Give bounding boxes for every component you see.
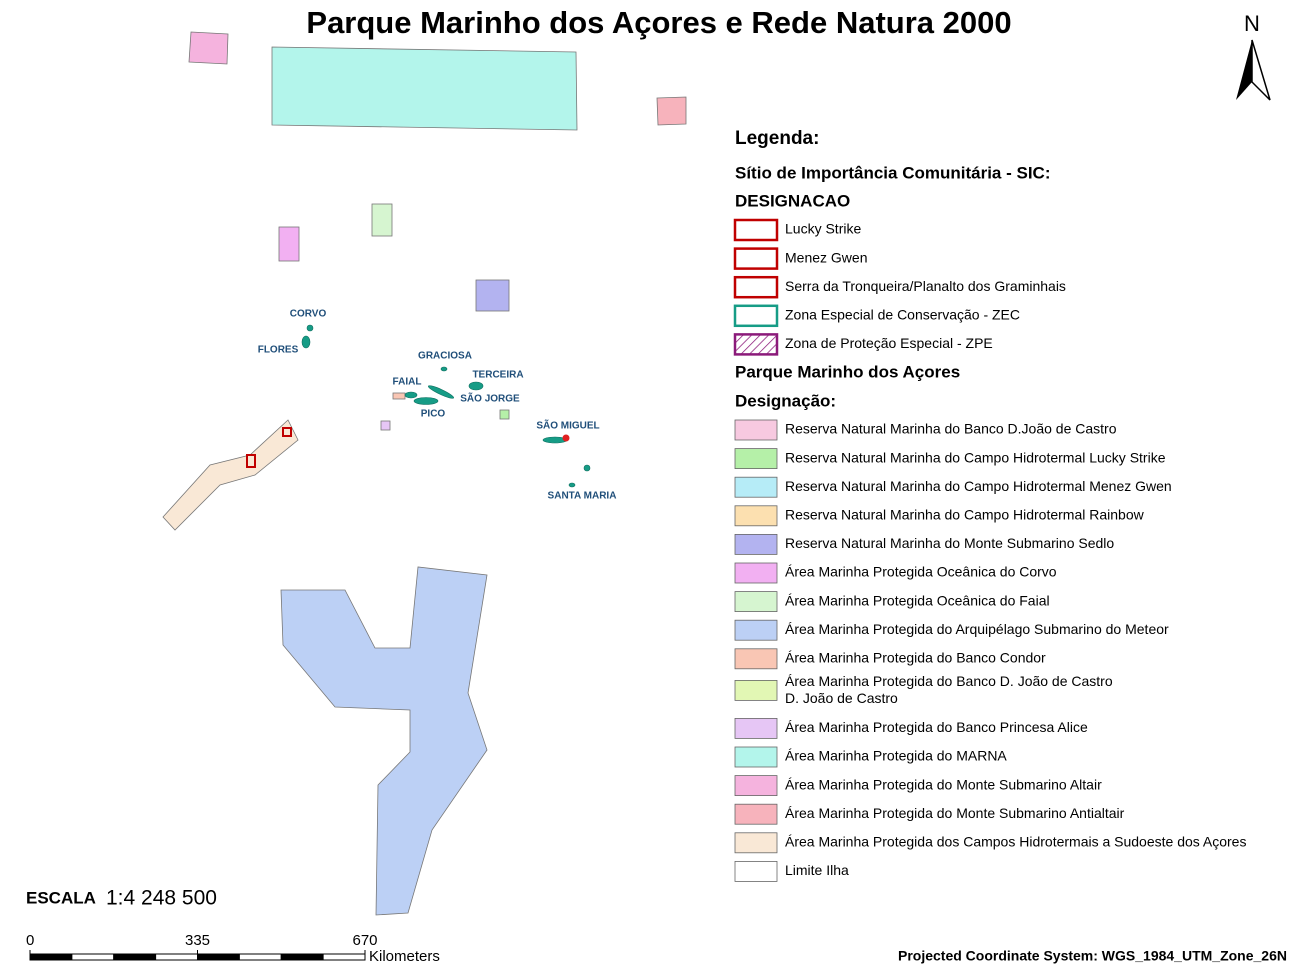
area-antialtair xyxy=(656,96,687,126)
legend-swatch xyxy=(734,476,778,498)
legend-label: Reserva Natural Marinha do Monte Submari… xyxy=(785,535,1114,551)
legend-label: Zona Especial de Conservação - ZEC xyxy=(785,307,1020,323)
map-areas xyxy=(162,31,687,916)
area-corvo xyxy=(278,226,300,262)
scale-segment xyxy=(155,953,198,961)
legend-heading: Sítio de Importância Comunitária - SIC: xyxy=(735,163,1050,182)
legend-label: Área Marinha Protegida do MARNA xyxy=(785,748,1007,764)
scale-label: ESCALA xyxy=(26,888,96,907)
scale-segment xyxy=(197,953,240,961)
area-faial xyxy=(371,203,393,237)
legend-label: Lucky Strike xyxy=(785,221,861,237)
legend-label: Reserva Natural Marinha do Campo Hidrote… xyxy=(785,478,1172,494)
legend-swatch xyxy=(734,505,778,527)
area-campos-sudoeste xyxy=(162,419,299,531)
legend-label: Área Marinha Protegida Oceânica do Corvo xyxy=(785,564,1057,580)
area-sedlo xyxy=(475,279,510,312)
legend-label: Área Marinha Protegida do Banco D. João … xyxy=(785,673,1113,689)
scale-ratio: 1:4 248 500 xyxy=(106,887,217,910)
legend-heading: Designação: xyxy=(735,391,836,410)
scale-segment xyxy=(322,953,366,961)
legend-label: Reserva Natural Marinha do Campo Hidrote… xyxy=(785,507,1145,523)
sic-site xyxy=(282,427,292,437)
sic-site xyxy=(246,454,256,468)
legend-label: Reserva Natural Marinha do Campo Hidrote… xyxy=(785,449,1166,465)
projection: Projected Coordinate System: WGS_1984_UT… xyxy=(898,948,1287,964)
island-label: PICO xyxy=(421,409,446,420)
scale-tick-label: 335 xyxy=(185,932,210,949)
legend-swatch xyxy=(734,832,778,854)
legend-swatch xyxy=(734,861,778,882)
scale-segment xyxy=(238,953,282,961)
islands xyxy=(301,324,591,488)
area-lucky-strike xyxy=(499,409,510,420)
legend-swatch xyxy=(733,333,779,356)
legend-label: Menez Gwen xyxy=(785,249,867,265)
island-label: SÃO JORGE xyxy=(460,392,520,405)
island-label: FLORES xyxy=(258,345,299,356)
island-label: GRACIOSA xyxy=(418,351,472,362)
legend-swatch xyxy=(734,448,778,470)
legend-swatch xyxy=(734,619,778,641)
legend-swatch xyxy=(733,304,779,328)
area-altair xyxy=(188,31,229,65)
scale-segment xyxy=(71,953,115,961)
north-arrow xyxy=(1236,39,1271,101)
legend-label: Área Marinha Protegida do Arquipélago Su… xyxy=(785,621,1169,637)
scale-segment xyxy=(29,953,73,961)
legend-heading: DESIGNACAO xyxy=(735,191,850,210)
legend-swatch xyxy=(734,803,778,825)
island-label: CORVO xyxy=(290,309,327,320)
area-meteor xyxy=(280,566,488,916)
legend-label: Área Marinha Protegida do Monte Submarin… xyxy=(785,805,1125,821)
area-princesa-alice xyxy=(380,420,391,431)
legend-swatch xyxy=(733,247,779,270)
legend-swatch xyxy=(734,648,778,670)
legend-label: D. João de Castro xyxy=(785,690,898,706)
legend-label: Área Marinha Protegida do Banco Princesa… xyxy=(785,719,1088,735)
legend-label: Área Marinha Protegida do Monte Submarin… xyxy=(785,776,1102,792)
legend-swatch xyxy=(734,419,778,441)
legend-label: Serra da Tronqueira/Planalto dos Graminh… xyxy=(785,278,1066,294)
island-label: TERCEIRA xyxy=(472,370,523,381)
scale-tick-label: 0 xyxy=(26,932,34,949)
legend-label: Área Marinha Protegida Oceânica do Faial xyxy=(785,592,1050,608)
legend-swatch xyxy=(734,680,778,701)
legend-swatch xyxy=(734,775,778,796)
legend-swatch xyxy=(734,746,778,768)
legend-swatch xyxy=(733,275,779,299)
north-label: N xyxy=(1244,11,1260,36)
legend-label: Reserva Natural Marinha do Banco D.João … xyxy=(785,421,1117,437)
legend-swatch xyxy=(734,562,778,584)
legend-title: Legenda: xyxy=(735,128,819,149)
area-marna xyxy=(271,46,578,131)
legend-swatch xyxy=(734,591,778,612)
island-label: FAIAL xyxy=(393,377,422,388)
legend-label: Área Marinha Protegida do Banco Condor xyxy=(785,650,1046,666)
legend-swatch xyxy=(733,218,779,242)
legend-swatch xyxy=(734,534,778,555)
legend-label: Limite Ilha xyxy=(785,862,849,878)
island-labels: CORVO FLORES GRACIOSA TERCEIRA FAIAL SÃO… xyxy=(258,309,617,502)
legend-swatch xyxy=(734,718,778,739)
island-label: SÃO MIGUEL xyxy=(536,419,599,432)
scale-tick-label: 670 xyxy=(352,932,377,949)
title: Parque Marinho dos Açores e Rede Natura … xyxy=(306,5,1011,40)
legend-label: Área Marinha Protegida dos Campos Hidrot… xyxy=(785,834,1246,850)
scale-unit: Kilometers xyxy=(369,948,440,965)
island-label: SANTA MARIA xyxy=(548,491,617,502)
area-condor xyxy=(392,392,406,400)
scale-segment xyxy=(113,953,157,961)
scale-segment xyxy=(280,953,324,961)
legend-label: Zona de Proteção Especial - ZPE xyxy=(785,335,993,351)
legend-heading: Parque Marinho dos Açores xyxy=(735,362,960,381)
